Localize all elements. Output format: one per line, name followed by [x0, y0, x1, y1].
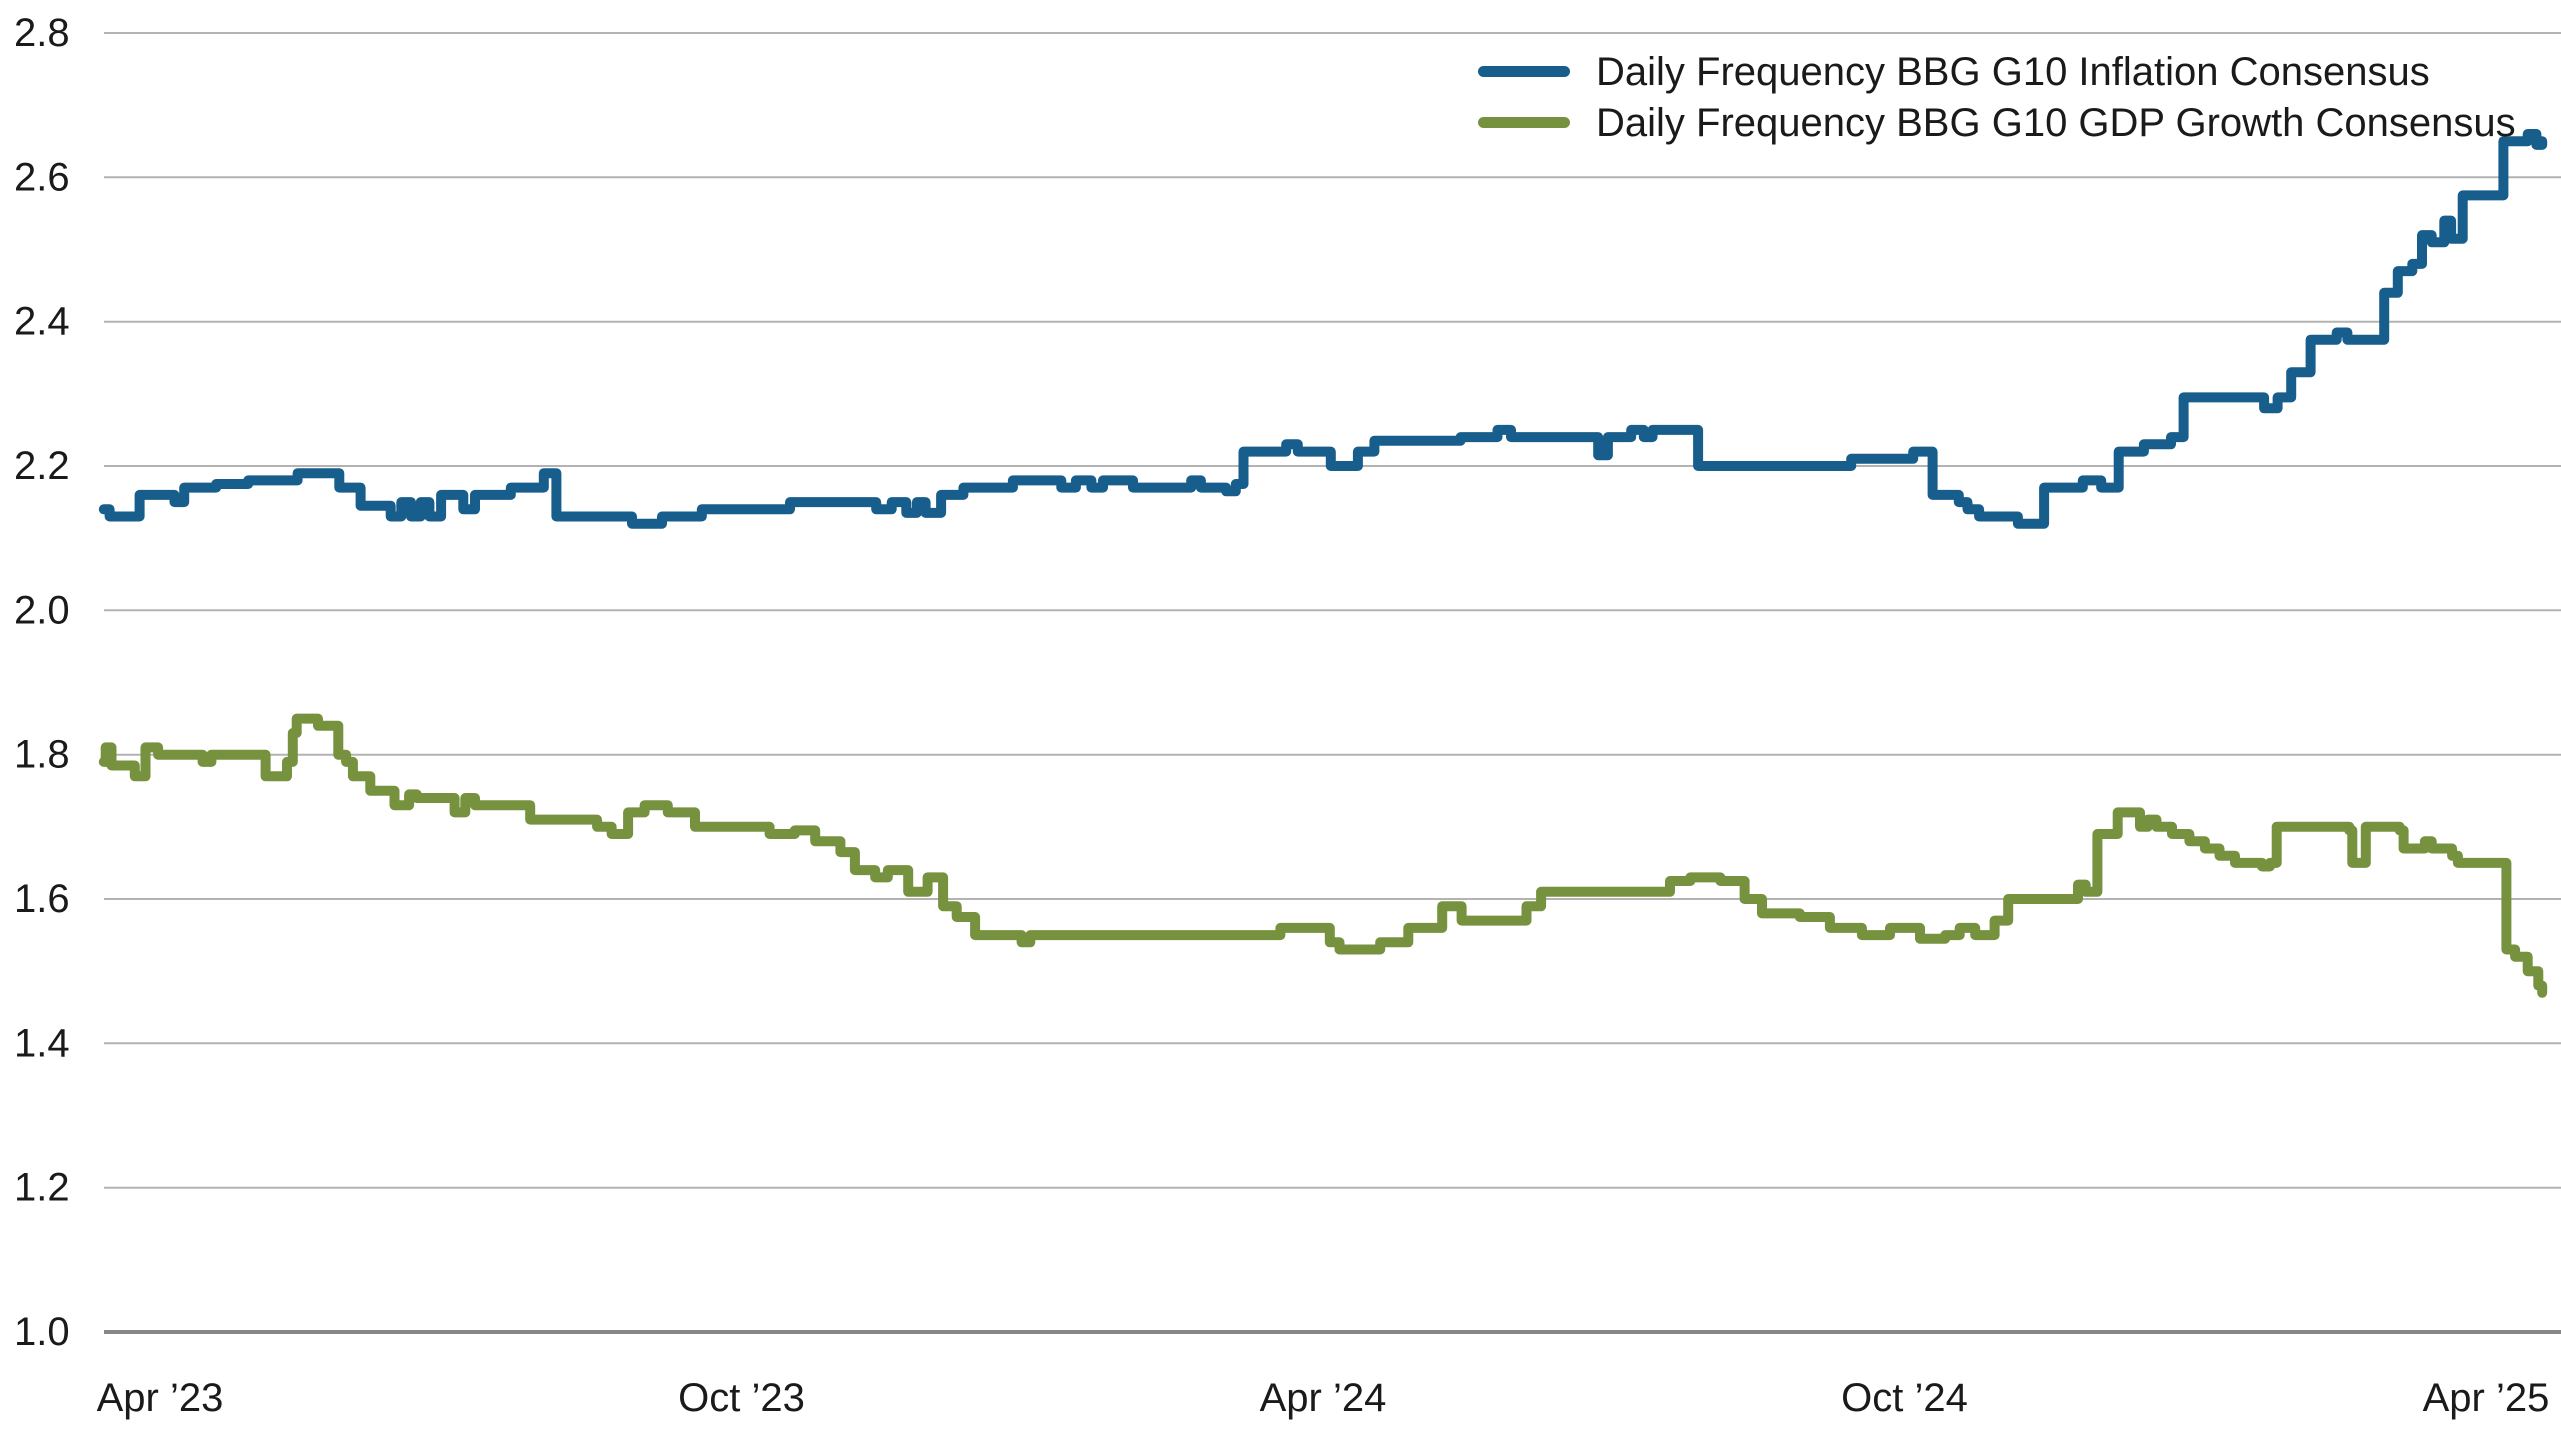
x-axis-tick-label: Apr ’23 — [97, 1376, 224, 1420]
y-axis-tick-label: 2.4 — [14, 300, 70, 344]
legend-item-gdp-growth: Daily Frequency BBG G10 GDP Growth Conse… — [1478, 100, 2516, 145]
y-axis-tick-label: 2.6 — [14, 155, 70, 199]
inflation-series-line — [98, 129, 2548, 529]
gdp-growth-series-swatch-icon — [1478, 117, 1570, 128]
x-axis-tick-label: Oct ’24 — [1841, 1376, 1968, 1420]
y-axis-tick-label: 1.2 — [14, 1166, 70, 1210]
gdp-growth-series-line — [98, 713, 2548, 998]
y-axis-tick-label: 2.8 — [14, 11, 70, 55]
y-axis-tick-label: 2.2 — [14, 444, 70, 488]
x-axis-tick-label: Apr ’25 — [2423, 1376, 2550, 1420]
x-axis-tick-label: Oct ’23 — [678, 1376, 805, 1420]
legend: Daily Frequency BBG G10 Inflation Consen… — [1478, 49, 2516, 145]
y-axis-tick-label: 1.4 — [14, 1021, 70, 1065]
x-axis-tick-label: Apr ’24 — [1260, 1376, 1387, 1420]
y-axis-tick-label: 1.6 — [14, 877, 70, 921]
y-axis-tick-label: 1.8 — [14, 733, 70, 777]
inflation-series-label: Daily Frequency BBG G10 Inflation Consen… — [1596, 49, 2430, 94]
legend-item-inflation: Daily Frequency BBG G10 Inflation Consen… — [1478, 49, 2516, 94]
y-axis-tick-label: 2.0 — [14, 588, 70, 632]
inflation-series-swatch-icon — [1478, 66, 1570, 77]
y-axis-tick-label: 1.0 — [14, 1310, 70, 1354]
gdp-growth-series-label: Daily Frequency BBG G10 GDP Growth Conse… — [1596, 100, 2516, 145]
